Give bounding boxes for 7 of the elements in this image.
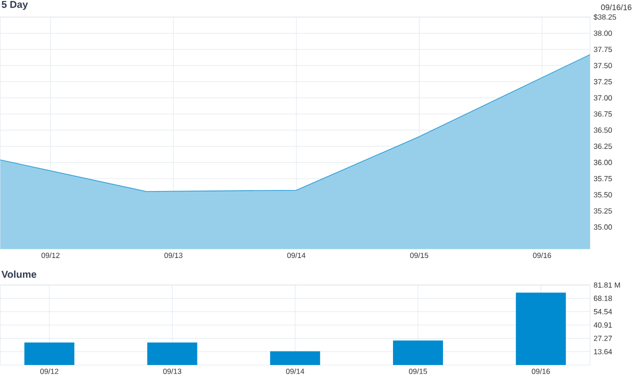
chart-title: Volume: [1, 270, 36, 278]
bar: [516, 292, 566, 365]
bar: [270, 351, 320, 365]
bar: [147, 342, 198, 365]
bar: [393, 340, 443, 365]
bar: [24, 342, 74, 365]
chart-title: 5 Day: [2, 0, 28, 10]
